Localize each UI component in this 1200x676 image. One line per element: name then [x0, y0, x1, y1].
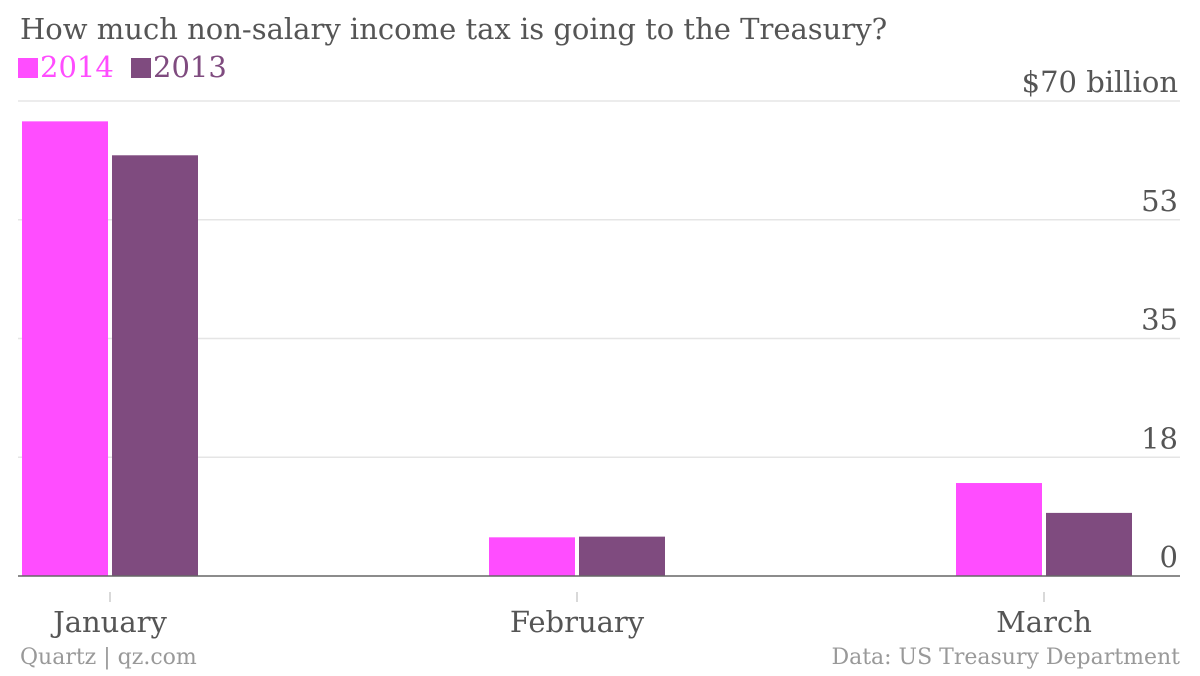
bar-2014-january[interactable]	[22, 121, 108, 576]
legend-swatch-2014	[18, 58, 38, 78]
y-tick-label: 35	[1141, 303, 1178, 337]
legend-swatch-2013	[131, 58, 152, 78]
footer-source-right: Data: US Treasury Department	[831, 645, 1180, 670]
axes	[18, 575, 1180, 602]
y-tick-label: 0	[1160, 540, 1178, 574]
bar-2014-february[interactable]	[489, 537, 575, 576]
legend-label-2014: 2014	[40, 50, 114, 84]
y-tick-label: 53	[1141, 184, 1178, 218]
x-tick-label: February	[510, 605, 645, 639]
bar-2013-march[interactable]	[1046, 512, 1132, 576]
legend-item-2014[interactable]: 2014	[18, 50, 114, 84]
axis-labels: 0 18 35 53 $70 billion January February March	[50, 65, 1178, 639]
gridlines	[18, 100, 1180, 458]
x-tick-label: March	[996, 605, 1092, 639]
chart-title: How much non-salary income tax is going …	[20, 12, 888, 46]
legend-item-2013[interactable]: 2013	[131, 50, 227, 84]
bar-2013-february[interactable]	[579, 536, 665, 576]
y-tick-label: $70 billion	[1022, 65, 1178, 99]
bar-2014-march[interactable]	[956, 483, 1042, 576]
legend: 2014 2013	[18, 50, 235, 84]
footer-source-left: Quartz | qz.com	[20, 645, 197, 670]
bar-2013-january[interactable]	[112, 155, 198, 577]
y-tick-label: 18	[1141, 421, 1178, 455]
bars	[22, 121, 1132, 577]
x-tick-label: January	[50, 605, 167, 639]
legend-label-2013: 2013	[153, 50, 227, 84]
